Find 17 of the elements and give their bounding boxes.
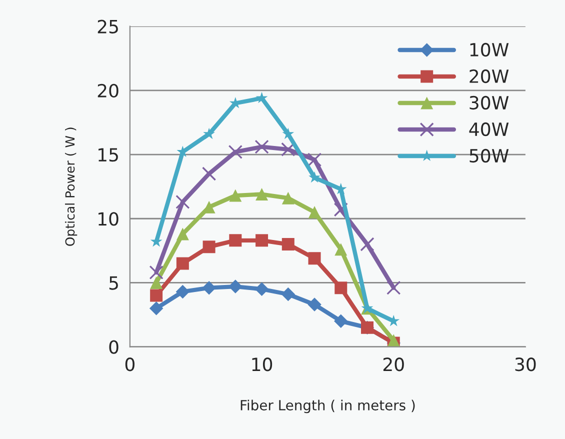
- y-tick-label: 10: [98, 212, 118, 226]
- legend-label: 10W: [470, 42, 509, 57]
- y-axis-title: Optical Power ( W ): [65, 128, 78, 246]
- x-tick-label: 10: [252, 358, 272, 372]
- legend-label: 50W: [470, 148, 509, 163]
- y-tick-label: 0: [109, 340, 118, 354]
- x-axis-title: Fiber Length ( in meters ): [240, 400, 415, 414]
- x-tick-label: 0: [125, 358, 134, 372]
- x-tick-label: 20: [383, 358, 404, 372]
- y-tick-label: 5: [109, 276, 118, 290]
- legend-label: 40W: [469, 122, 509, 136]
- y-tick-label: 25: [98, 20, 118, 34]
- y-tick-label: 15: [98, 148, 118, 162]
- legend-label: 30W: [470, 96, 509, 110]
- x-tick-label: 30: [515, 358, 536, 372]
- legend-label: 20W: [470, 69, 509, 84]
- y-tick-label: 20: [98, 84, 118, 98]
